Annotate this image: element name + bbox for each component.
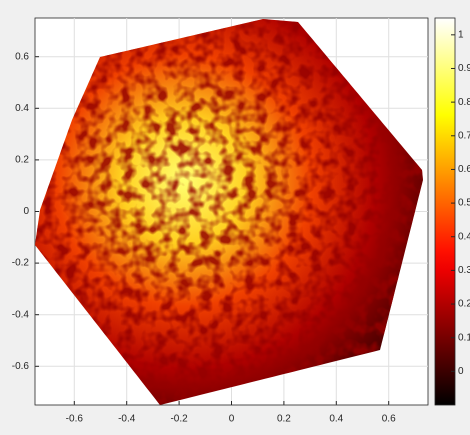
colorbar-tick-label: 0.2: [458, 299, 470, 310]
y-tick-label: 0.2: [15, 155, 29, 166]
colorbar-tick-label: 0.3: [458, 265, 470, 276]
x-tick-label: 0.4: [329, 414, 343, 425]
colorbar-tick-label: 0.8: [458, 97, 470, 108]
x-tick-label: 0: [229, 414, 235, 425]
y-tick-label: 0.4: [15, 103, 29, 114]
colorbar: [434, 17, 456, 406]
x-tick-label: 0.2: [277, 414, 291, 425]
colorbar-tick-label: 0.7: [458, 130, 470, 141]
colorbar-tick-label: 0.9: [458, 63, 470, 74]
colorbar-tick-label: 0.6: [458, 164, 470, 175]
colorbar-tick-label: 0.1: [458, 332, 470, 343]
x-tick-label: -0.2: [170, 414, 188, 425]
x-tick-label: 0.6: [382, 414, 396, 425]
colorbar-tick-label: 1: [458, 29, 464, 40]
x-tick-label: -0.4: [118, 414, 136, 425]
y-tick-label: -0.4: [12, 309, 30, 320]
y-tick-label: -0.6: [12, 361, 30, 372]
colorbar-tick-label: 0.5: [458, 198, 470, 209]
colorbar-tick-label: 0.4: [458, 231, 470, 242]
y-tick-label: -0.2: [12, 258, 30, 269]
x-tick-label: -0.6: [66, 414, 84, 425]
y-tick-label: 0.6: [15, 51, 29, 62]
colorbar-tick-label: 0: [458, 366, 464, 377]
y-tick-label: 0: [23, 206, 29, 217]
